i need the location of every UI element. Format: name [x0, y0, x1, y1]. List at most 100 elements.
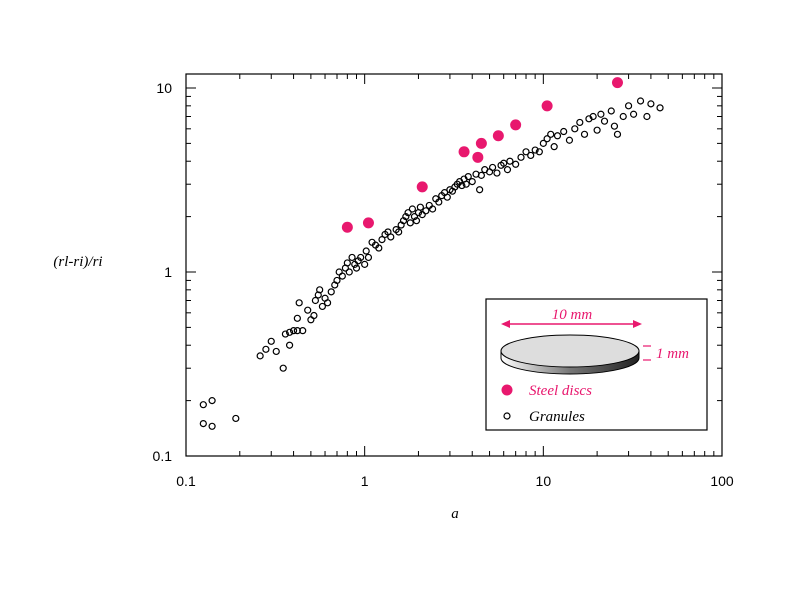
granule-point: [476, 186, 484, 194]
granule-point: [428, 205, 437, 213]
granule-point: [364, 253, 373, 262]
granule-point: [535, 148, 543, 156]
granule-point: [593, 126, 601, 134]
granule-point: [293, 327, 301, 335]
y-tick-label: 1: [164, 264, 172, 280]
granule-point: [404, 209, 412, 217]
granule-point: [643, 112, 651, 121]
steel-disc-point: [341, 221, 353, 233]
granule-point: [323, 299, 332, 307]
granule-point: [375, 244, 383, 252]
x-tick-label: 1: [361, 473, 369, 489]
granule-point: [361, 260, 369, 268]
granule-point: [406, 219, 414, 227]
granule-point: [656, 104, 664, 112]
granule-point: [267, 337, 275, 345]
granule-point: [316, 286, 324, 294]
legend: 10 mm 1 mm Steel discs Granules: [485, 298, 708, 431]
granule-point: [468, 177, 476, 186]
x-tick-label: 100: [710, 473, 734, 489]
granule-point: [402, 213, 410, 221]
granule-point: [307, 316, 315, 324]
legend-granules-label: Granules: [529, 409, 585, 425]
granule-point: [327, 288, 335, 296]
granule-point: [458, 181, 466, 190]
granule-point: [610, 122, 619, 130]
y-tick-label: 0.1: [153, 448, 173, 464]
granule-point: [285, 328, 294, 336]
granule-point: [600, 117, 609, 125]
granule-point: [352, 264, 361, 272]
granule-point: [607, 107, 615, 115]
thickness-label: 1 mm: [656, 346, 689, 362]
steel-disc-point: [510, 119, 522, 131]
granule-point: [531, 146, 539, 154]
y-tick-label: 10: [156, 80, 172, 96]
granule-point: [589, 112, 597, 121]
granule-point: [560, 127, 568, 136]
granule-point: [443, 193, 451, 201]
granule-point: [343, 259, 351, 267]
granule-point: [362, 247, 370, 255]
granule-point: [425, 201, 433, 210]
granule-point: [199, 419, 207, 428]
granule-point: [412, 217, 421, 225]
granule-point: [576, 118, 584, 127]
steel-disc-top: [500, 334, 640, 368]
granule-point: [199, 401, 207, 409]
granule-point: [547, 130, 555, 138]
granule-point: [357, 253, 365, 262]
steel-disc-point: [416, 181, 428, 193]
granule-point: [408, 205, 417, 213]
granule-point: [435, 198, 443, 206]
granule-point: [289, 327, 298, 335]
granule-point: [416, 203, 424, 211]
granule-point: [335, 268, 343, 276]
granule-point: [503, 166, 512, 174]
granule-point: [488, 163, 497, 172]
granule-point: [387, 233, 395, 241]
granule-point: [318, 302, 326, 311]
granule-point: [517, 153, 525, 161]
granule-point: [477, 171, 485, 179]
diameter-arrowhead-right: [633, 320, 642, 328]
legend-steel-marker: [501, 384, 513, 396]
granule-point: [512, 160, 520, 168]
granule-point: [333, 276, 341, 285]
granule-point: [299, 327, 307, 335]
granule-point: [348, 253, 356, 262]
plot-frame: [185, 73, 723, 457]
steel-disc-point: [492, 130, 504, 142]
granule-point: [311, 296, 320, 305]
granule-point: [580, 130, 589, 138]
granule-point: [310, 311, 318, 320]
steel-disc-point: [611, 77, 623, 89]
granule-point: [256, 352, 264, 360]
granule-point: [462, 180, 470, 188]
granule-point: [338, 272, 346, 280]
granule-point: [293, 314, 301, 322]
granule-point: [500, 159, 508, 167]
granule-point: [527, 151, 535, 160]
granule-point: [464, 172, 472, 181]
granule-point: [285, 341, 294, 349]
granule-point: [279, 364, 287, 372]
granule-point: [208, 422, 216, 430]
granule-point: [378, 235, 386, 244]
granule-point: [565, 136, 574, 144]
granule-point: [422, 207, 430, 215]
x-tick-label: 0.1: [176, 473, 196, 489]
granule-point: [493, 169, 501, 177]
granule-point: [543, 135, 551, 143]
granule-point: [619, 112, 627, 121]
granule-point: [262, 345, 270, 353]
granule-point: [304, 306, 312, 314]
legend-granules-marker: [503, 412, 511, 420]
diameter-arrowhead-left: [501, 320, 510, 328]
steel-disc-point: [475, 137, 487, 149]
steel-disc-point: [472, 151, 484, 163]
granule-point: [636, 97, 645, 105]
granule-point: [571, 125, 579, 133]
granule-point: [272, 347, 280, 356]
